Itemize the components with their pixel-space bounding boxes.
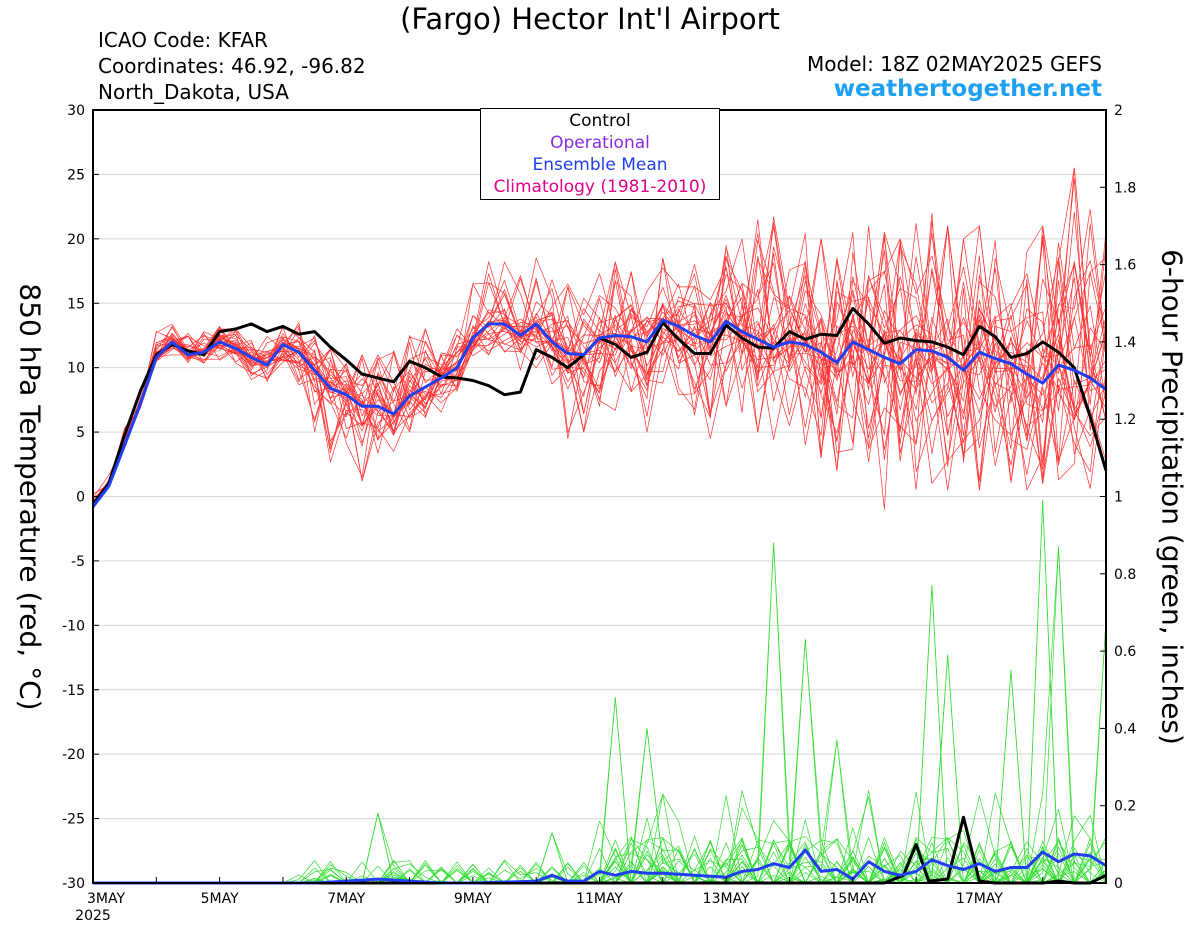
precip-member-line [93, 542, 1106, 884]
precip-member-line [93, 795, 1107, 884]
y-right-tick-label: 1.2 [1114, 412, 1136, 428]
y-left-tick-label: -25 [62, 812, 85, 828]
precip-member-line [93, 585, 1106, 884]
y-left-tick-label: -5 [71, 554, 85, 570]
y-left-tick-label: 25 [67, 167, 85, 183]
temp-member-line [92, 260, 1107, 505]
y-axis-right-label: 6-hour Precipitation (green, inches) [1155, 249, 1189, 745]
y-right-tick-label: 0.2 [1114, 799, 1136, 815]
region: North_Dakota, USA [98, 80, 289, 104]
y-right-tick-label: 1.6 [1114, 258, 1136, 274]
x-tick-label: 17MAY [956, 891, 1003, 907]
temp-ensemble-mean-line [91, 318, 1107, 508]
y-axis-left-label: 850 hPa Temperature (red, °C) [13, 283, 47, 711]
legend: Control Operational Ensemble Mean Climat… [480, 108, 720, 200]
y-left-tick-label: -10 [62, 618, 85, 634]
model-run: Model: 18Z 02MAY2025 GEFS [807, 52, 1102, 76]
y-left-tick-label: 0 [76, 490, 85, 506]
temp-member-line [92, 246, 1107, 499]
precip-member-line [93, 585, 1106, 884]
y-left-tick-label: -30 [62, 876, 85, 892]
precip-member-line [93, 546, 1106, 884]
y-right-tick-label: 0 [1114, 876, 1123, 892]
legend-item-control: Control [569, 111, 631, 131]
temp-member-line [92, 256, 1107, 508]
precip-member-line [93, 639, 1106, 884]
precip-member-line [93, 793, 1106, 884]
x-tick-label: 5MAY [201, 891, 239, 907]
legend-item-climatology: Climatology (1981-2010) [493, 177, 707, 197]
y-left-tick-label: 20 [67, 232, 85, 248]
y-right-tick-label: 1.8 [1114, 180, 1136, 196]
y-left-tick-label: 10 [67, 361, 85, 377]
x-tick-label: 11MAY [576, 891, 623, 907]
legend-item-operational: Operational [550, 133, 650, 153]
y-right-tick-label: 0.6 [1114, 644, 1136, 660]
temp-member-line [92, 225, 1107, 507]
site-link[interactable]: weathertogether.net [833, 76, 1102, 102]
y-left-tick-label: -15 [62, 683, 85, 699]
chart-title: (Fargo) Hector Int'l Airport [400, 2, 780, 36]
temp-member-line [92, 272, 1107, 508]
x-tick-label: 3MAY [87, 891, 125, 907]
x-tick-label: 13MAY [703, 891, 750, 907]
temp-member-line [92, 225, 1107, 504]
icao-code: ICAO Code: KFAR [98, 28, 268, 52]
temp-member-line [92, 208, 1107, 508]
precip-member-line [93, 500, 1106, 884]
precip-member-line [93, 542, 1106, 884]
temp-member-line [92, 167, 1107, 508]
y-left-tick-label: 5 [76, 425, 85, 441]
temp-member-line [92, 266, 1107, 507]
x-tick-label: 7MAY [327, 891, 365, 907]
precip-member-line [93, 546, 1106, 884]
precip-member-line [93, 500, 1107, 884]
temp-member-line [92, 241, 1107, 507]
y-right-tick-label: 0.4 [1114, 721, 1136, 737]
y-right-tick-label: 0.8 [1114, 567, 1136, 583]
y-right-tick-label: 1 [1114, 490, 1123, 506]
y-right-tick-label: 2 [1114, 103, 1123, 119]
precip-member-line [93, 793, 1107, 884]
y-left-tick-label: 30 [67, 103, 85, 119]
y-left-tick-label: -20 [62, 747, 85, 763]
legend-item-ensemble-mean: Ensemble Mean [532, 155, 668, 175]
y-left-tick-label: 15 [67, 296, 85, 312]
x-tick-label: 15MAY [829, 891, 876, 907]
temp-member-line [92, 221, 1107, 508]
y-right-tick-label: 1.4 [1114, 335, 1136, 351]
x-tick-label: 9MAY [454, 891, 492, 907]
precip-member-line [93, 639, 1106, 884]
coordinates: Coordinates: 46.92, -96.82 [98, 54, 366, 78]
x-tick-sublabel: 2025 [75, 908, 111, 924]
